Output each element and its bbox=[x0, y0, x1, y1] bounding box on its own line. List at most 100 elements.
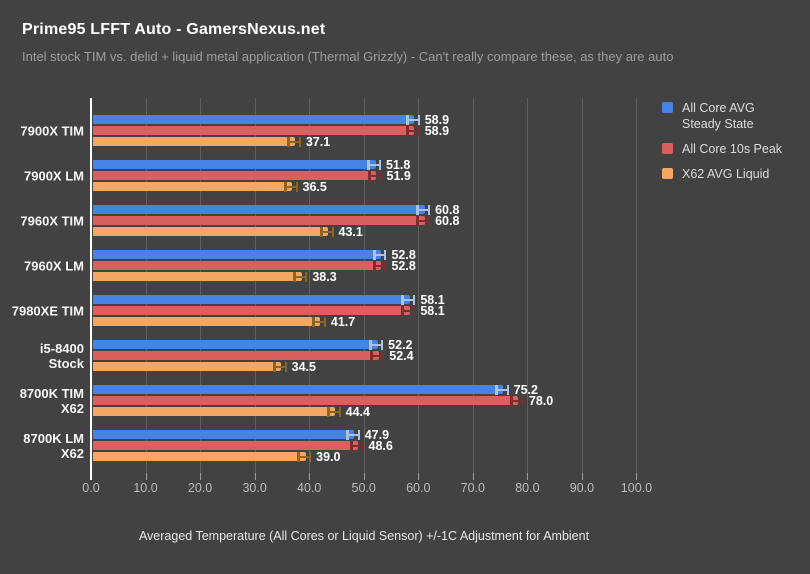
value-label: 75.2 bbox=[513, 382, 538, 397]
bar-with-error: 75.2 bbox=[92, 382, 638, 397]
category-label: 8700K TIM X62 bbox=[19, 385, 84, 416]
bar bbox=[93, 441, 359, 450]
bar-group: 7900X TIM 58.9 58.9 37.1 bbox=[20, 108, 637, 153]
value-label: 58.9 bbox=[424, 112, 450, 127]
value-label: 52.8 bbox=[391, 258, 416, 273]
bar-group: 7900X LM 51.8 51.9 36.5 bbox=[24, 153, 638, 198]
bar-with-error: 52.4 bbox=[92, 349, 638, 363]
category-label: i5-8400 Stock bbox=[39, 340, 84, 371]
tick-label: 0.0 bbox=[82, 481, 100, 495]
error-bar-cap bbox=[297, 451, 301, 462]
bar-with-error: 52.2 bbox=[92, 337, 638, 352]
error-bar-cap bbox=[283, 181, 287, 192]
bar-group: i5-8400 Stock 52.2 52.4 34.5 bbox=[40, 333, 638, 378]
bar bbox=[93, 250, 381, 259]
value-label: 60.8 bbox=[435, 202, 460, 217]
error-bar-line bbox=[320, 230, 332, 233]
error-bar-cap bbox=[284, 361, 287, 372]
bar bbox=[93, 227, 329, 236]
gridline bbox=[254, 98, 256, 473]
value-label: 47.9 bbox=[364, 427, 390, 442]
value-label: 51.9 bbox=[386, 168, 411, 183]
error-bar-cap bbox=[323, 316, 326, 327]
error-bar-line bbox=[402, 309, 414, 312]
error-bar-line bbox=[406, 118, 418, 121]
error-bar-cap bbox=[428, 204, 431, 215]
value-label: 58.1 bbox=[420, 303, 445, 318]
bar-with-error: 43.1 bbox=[92, 224, 638, 239]
tick-label: 70.0 bbox=[460, 481, 485, 495]
x-axis-label: Averaged Temperature (All Cores or Liqui… bbox=[138, 529, 590, 543]
chart-subtitle: Intel stock TIM vs. delid + liquid metal… bbox=[22, 49, 674, 64]
value-label: 37.1 bbox=[305, 134, 331, 149]
tick-label: 30.0 bbox=[242, 481, 267, 495]
error-bar-cap bbox=[372, 249, 376, 260]
bar bbox=[93, 362, 282, 371]
bar-with-error: 58.1 bbox=[92, 303, 638, 318]
category-label: 7980XE TIM bbox=[11, 303, 84, 318]
error-bar-cap bbox=[401, 305, 405, 316]
error-bar-cap bbox=[405, 125, 409, 136]
error-bar-line bbox=[350, 444, 362, 447]
bar-group: 8700K LM X62 47.9 48.6 39.0 bbox=[23, 423, 638, 468]
bar bbox=[93, 351, 379, 360]
value-label: 34.5 bbox=[291, 359, 316, 374]
bar bbox=[93, 137, 296, 146]
bar-with-error: 58.1 bbox=[92, 293, 638, 307]
bar-group: 8700K TIM X62 75.2 78.0 44.4 bbox=[20, 378, 638, 423]
error-bar-cap bbox=[405, 114, 409, 125]
error-bar-cap bbox=[494, 384, 498, 395]
bar bbox=[93, 396, 519, 405]
bar-with-error: 51.9 bbox=[92, 168, 638, 183]
legend-item: X62 AVG Liquid bbox=[662, 166, 782, 182]
axis-tick bbox=[90, 473, 92, 480]
error-bar-cap bbox=[357, 429, 360, 440]
legend-swatch bbox=[662, 143, 673, 154]
bar-group: 7960X TIM 60.8 60.8 43.1 bbox=[20, 198, 638, 243]
error-bar-cap bbox=[382, 350, 385, 361]
bar bbox=[93, 407, 336, 416]
error-bar-line bbox=[495, 388, 507, 391]
tick-label: 60.0 bbox=[406, 481, 431, 495]
error-bar-cap bbox=[367, 159, 371, 170]
error-bar-line bbox=[510, 399, 522, 402]
value-label: 43.1 bbox=[338, 224, 363, 239]
error-bar-cap bbox=[349, 440, 353, 451]
legend-label: All Core AVG Steady State bbox=[682, 101, 755, 131]
error-bar-cap bbox=[381, 339, 384, 350]
error-bar-cap bbox=[413, 305, 416, 316]
error-bar-cap bbox=[413, 294, 416, 305]
bar-with-error: 48.6 bbox=[92, 439, 638, 453]
error-bar-cap bbox=[372, 260, 376, 271]
bar-with-error: 51.8 bbox=[92, 158, 638, 172]
gridline bbox=[200, 98, 202, 473]
error-bar-cap bbox=[295, 181, 298, 192]
error-bar-line bbox=[327, 410, 339, 413]
value-label: 38.3 bbox=[312, 269, 337, 284]
error-bar-cap bbox=[361, 440, 364, 451]
plot-area: 0.0 10.0 20.0 30.0 40.0 50.0 60.0 70.0 80.0 90.0 1… bbox=[12, 98, 652, 495]
bar bbox=[93, 452, 306, 461]
tick-label: 80.0 bbox=[515, 481, 540, 495]
error-bar-cap bbox=[378, 159, 381, 170]
bar-with-error: 36.5 bbox=[92, 180, 638, 194]
bar-with-error: 52.8 bbox=[92, 258, 638, 273]
error-bar-cap bbox=[521, 395, 524, 406]
legend-label: X62 AVG Liquid bbox=[682, 167, 770, 181]
value-label: 52.2 bbox=[388, 337, 413, 352]
bar-with-error: 60.8 bbox=[92, 202, 638, 217]
error-bar-line bbox=[417, 219, 429, 222]
category-label: 7900X LM bbox=[24, 168, 84, 183]
error-bar-line bbox=[417, 208, 429, 211]
bar bbox=[93, 317, 321, 326]
error-bar-cap bbox=[367, 170, 371, 181]
gridline bbox=[145, 98, 147, 473]
error-bar-cap bbox=[401, 294, 405, 305]
error-bar-cap bbox=[319, 226, 323, 237]
bar bbox=[93, 216, 425, 225]
error-bar-line bbox=[294, 275, 306, 278]
legend-swatch bbox=[662, 168, 673, 179]
error-bar-cap bbox=[345, 429, 349, 440]
error-bar-line bbox=[346, 433, 358, 436]
bar-with-error: 78.0 bbox=[92, 394, 638, 408]
